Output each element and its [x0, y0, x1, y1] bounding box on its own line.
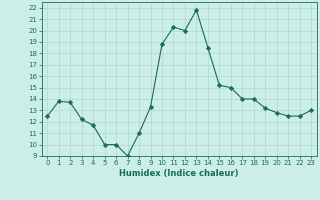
X-axis label: Humidex (Indice chaleur): Humidex (Indice chaleur) [119, 169, 239, 178]
